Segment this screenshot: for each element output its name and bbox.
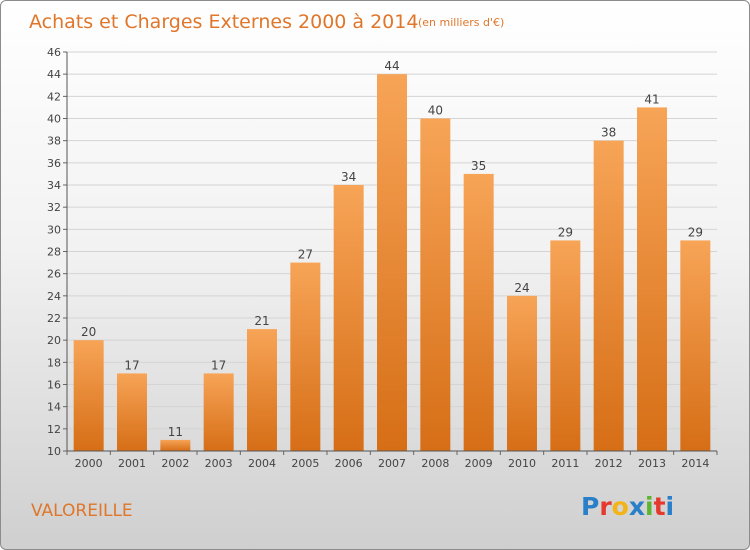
- y-tick-label: 12: [47, 423, 61, 436]
- bar-2013: [637, 107, 667, 452]
- y-tick-label: 26: [47, 268, 61, 281]
- chart-title: Achats et Charges Externes 2000 à 2014: [29, 11, 418, 33]
- bar-2000: [73, 340, 104, 451]
- y-tick-label: 38: [47, 135, 61, 148]
- y-tick-label: 22: [47, 312, 61, 325]
- y-tick-label: 14: [47, 401, 61, 414]
- logo-letter: o: [612, 492, 629, 521]
- y-tick-label: 34: [47, 179, 61, 192]
- y-tick-label: 40: [47, 113, 61, 126]
- bar-value-label: 17: [211, 358, 226, 372]
- y-tick-label: 30: [47, 223, 61, 236]
- logo-letter: t: [654, 492, 666, 521]
- x-tick-label: 2007: [378, 457, 406, 470]
- x-tick-label: 2003: [205, 457, 233, 470]
- x-tick-label: 2008: [421, 457, 449, 470]
- y-tick-label: 24: [47, 290, 61, 303]
- x-tick-label: 2009: [465, 457, 493, 470]
- x-tick-label: 2005: [291, 457, 319, 470]
- y-tick-label: 46: [47, 46, 61, 59]
- bar-value-label: 17: [124, 358, 139, 372]
- x-tick-label: 2002: [161, 457, 189, 470]
- bar-value-label: 41: [644, 92, 659, 106]
- x-tick-label: 2006: [335, 457, 363, 470]
- y-tick-label: 32: [47, 201, 61, 214]
- bar-value-label: 29: [558, 225, 573, 239]
- bar-2002: [160, 439, 191, 451]
- bar-2003: [203, 373, 234, 451]
- bar-2004: [247, 329, 277, 451]
- proxiti-logo: Proxiti: [581, 492, 674, 521]
- bar-2011: [550, 240, 581, 451]
- axes: 10 12 14 16 18 20 22 24 26 28 30 32 34 36 38 40 42 44 46 20…: [47, 46, 718, 470]
- y-tick-label: 16: [47, 379, 61, 392]
- x-tick-label: 2000: [75, 457, 103, 470]
- bar-2006: [333, 185, 364, 451]
- logo-letter: x: [629, 492, 645, 521]
- bar-value-label: 11: [168, 425, 183, 439]
- x-tick-label: 2004: [248, 457, 276, 470]
- logo-letter: r: [599, 492, 612, 521]
- bar-2008: [420, 118, 451, 451]
- bar-2014: [680, 240, 711, 451]
- logo-letter: i: [666, 492, 675, 521]
- bar-2001: [117, 373, 147, 451]
- y-tick-label: 42: [47, 90, 61, 103]
- bar-value-label: 29: [688, 225, 703, 239]
- bar-value-label: 38: [601, 126, 616, 140]
- bar-value-label: 24: [514, 281, 529, 295]
- x-tick-label: 2012: [595, 457, 623, 470]
- bar-value-label: 40: [428, 104, 443, 118]
- bar-value-label: 27: [298, 248, 313, 262]
- logo-letter: i: [645, 492, 654, 521]
- bar-2009: [463, 173, 494, 451]
- y-tick-label: 28: [47, 246, 61, 259]
- y-tick-label: 36: [47, 157, 61, 170]
- y-tick-label: 18: [47, 356, 61, 369]
- x-tick-label: 2010: [508, 457, 536, 470]
- y-tick-label: 10: [47, 445, 61, 458]
- chart-subtitle: (en milliers d'€): [418, 16, 504, 29]
- logo-letter: P: [581, 492, 599, 521]
- x-tick-label: 2001: [118, 457, 146, 470]
- commune-name: VALOREILLE: [31, 501, 133, 521]
- bar-2010: [507, 295, 537, 451]
- bar-value-label: 44: [384, 59, 399, 73]
- y-tick-label: 20: [47, 334, 61, 347]
- bar-2007: [377, 74, 407, 452]
- bar-2005: [290, 262, 321, 451]
- y-tick-label: 44: [47, 68, 61, 81]
- bar-value-label: 20: [81, 325, 96, 339]
- x-tick-label: 2014: [681, 457, 709, 470]
- bars: 20 17 11 17 21 27 34 44 40 35 24 29 38 41 29: [73, 59, 711, 452]
- bar-value-label: 21: [254, 314, 269, 328]
- x-tick-label: 2011: [551, 457, 579, 470]
- bar-2012: [593, 140, 624, 451]
- bar-value-label: 34: [341, 170, 356, 184]
- bar-value-label: 35: [471, 159, 486, 173]
- x-tick-label: 2013: [638, 457, 666, 470]
